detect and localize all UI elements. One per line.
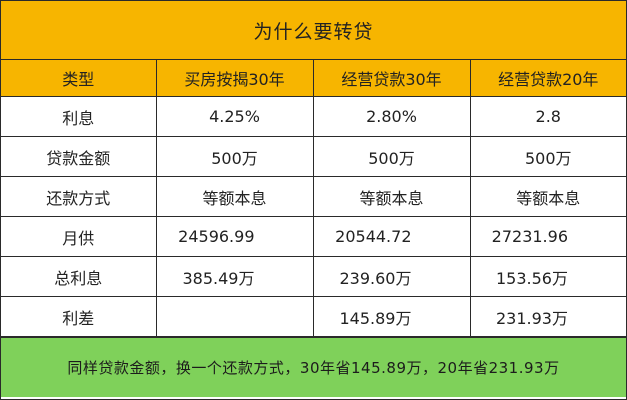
summary-footer: 同样贷款金额，换一个还款方式，30年省145.89万，20年省231.93万 <box>1 337 626 397</box>
header-business-20y: 经营贷款20年 <box>469 60 626 97</box>
cell-value: 231.93万 <box>469 296 626 337</box>
cell-value: 2.80% <box>312 96 471 137</box>
row-label-loan-amount: 贷款金额 <box>1 136 157 177</box>
row-label-interest-difference: 利差 <box>1 296 157 337</box>
row-label-total-interest: 总利息 <box>1 256 157 297</box>
table-header-row: 类型 买房按揭30年 经营贷款30年 经营贷款20年 <box>1 60 626 97</box>
cell-value: 等额本息 <box>312 176 471 217</box>
cell-value: 27231.96 <box>469 216 626 257</box>
table-row: 还款方式 等额本息 等额本息 等额本息 <box>1 176 626 217</box>
row-label-repayment-method: 还款方式 <box>1 176 157 217</box>
cell-value: 145.89万 <box>312 296 471 337</box>
table-row: 总利息 385.49万 239.60万 153.56万 <box>1 256 626 297</box>
cell-value: 500万 <box>312 136 471 177</box>
cell-value: 500万 <box>469 136 626 177</box>
cell-value: 4.25% <box>155 96 314 137</box>
cell-value: 239.60万 <box>312 256 471 297</box>
cell-value: 153.56万 <box>469 256 626 297</box>
table-row: 利息 4.25% 2.80% 2.8 <box>1 96 626 137</box>
cell-value: 等额本息 <box>155 176 314 217</box>
table-row: 利差 145.89万 231.93万 <box>1 296 626 337</box>
cell-value: 2.8 <box>469 96 626 137</box>
cell-value: 20544.72 <box>312 216 471 257</box>
cell-value: 385.49万 <box>155 256 314 297</box>
table-row: 贷款金额 500万 500万 500万 <box>1 136 626 177</box>
cell-value: 500万 <box>155 136 314 177</box>
cell-value: 等额本息 <box>469 176 626 217</box>
cell-value <box>155 296 314 337</box>
row-label-interest-rate: 利息 <box>1 96 157 137</box>
header-mortgage-30y: 买房按揭30年 <box>155 60 314 97</box>
cell-value: 24596.99 <box>155 216 314 257</box>
row-label-monthly-payment: 月供 <box>1 216 157 257</box>
header-business-30y: 经营贷款30年 <box>312 60 471 97</box>
sheet-title: 为什么要转贷 <box>1 1 626 60</box>
table-row: 月供 24596.99 20544.72 27231.96 <box>1 216 626 257</box>
header-type: 类型 <box>1 60 157 97</box>
loan-comparison-table: 类型 买房按揭30年 经营贷款30年 经营贷款20年 利息 4.25% 2.80… <box>1 60 626 337</box>
